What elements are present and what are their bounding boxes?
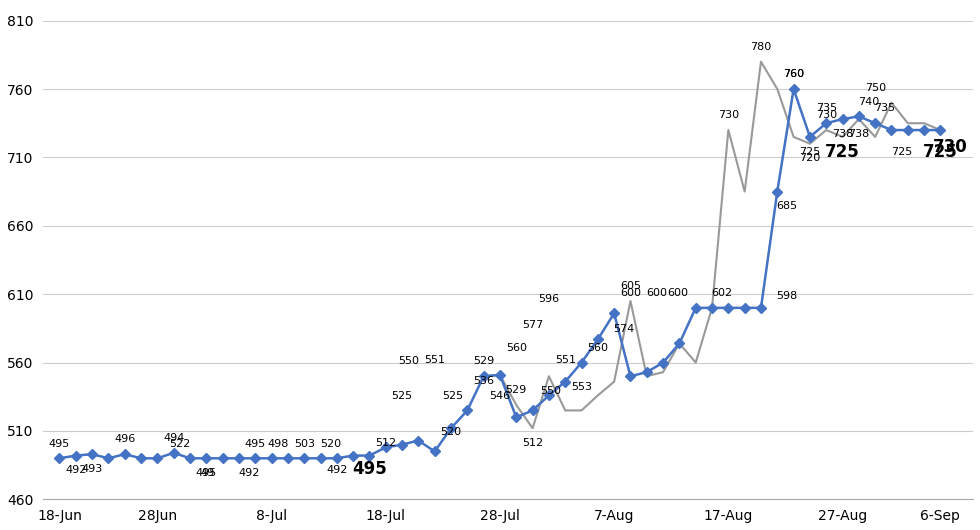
Text: 600: 600 xyxy=(620,288,641,298)
Text: 494: 494 xyxy=(163,433,184,443)
Text: 574: 574 xyxy=(613,324,635,334)
Text: 536: 536 xyxy=(473,376,494,386)
Text: 525: 525 xyxy=(442,391,464,401)
Text: 600: 600 xyxy=(646,288,667,298)
Text: 738: 738 xyxy=(849,129,869,139)
Text: 598: 598 xyxy=(776,291,798,301)
Text: 602: 602 xyxy=(711,288,732,298)
Text: 492: 492 xyxy=(326,465,348,475)
Text: 496: 496 xyxy=(114,435,135,445)
Text: 520: 520 xyxy=(319,438,341,448)
Text: 512: 512 xyxy=(522,438,543,448)
Text: 551: 551 xyxy=(424,355,445,365)
Text: 738: 738 xyxy=(832,129,854,139)
Text: 498: 498 xyxy=(268,438,289,448)
Text: 735: 735 xyxy=(874,103,896,113)
Text: 730: 730 xyxy=(815,110,837,120)
Text: 577: 577 xyxy=(522,320,543,330)
Text: 551: 551 xyxy=(555,355,575,365)
Text: 596: 596 xyxy=(538,294,560,304)
Text: 735: 735 xyxy=(815,103,837,113)
Text: 730: 730 xyxy=(717,110,739,120)
Text: 546: 546 xyxy=(489,392,511,402)
Text: 685: 685 xyxy=(776,201,798,211)
Text: 760: 760 xyxy=(783,69,805,80)
Text: 512: 512 xyxy=(375,438,396,448)
Text: 560: 560 xyxy=(506,343,527,353)
Text: 492: 492 xyxy=(238,468,260,478)
Text: 550: 550 xyxy=(540,386,561,396)
Text: 49: 49 xyxy=(201,468,215,478)
Text: 730: 730 xyxy=(933,138,967,156)
Text: 780: 780 xyxy=(751,42,771,52)
Text: 525: 525 xyxy=(391,391,413,401)
Text: 493: 493 xyxy=(81,464,103,474)
Text: 495: 495 xyxy=(49,438,71,448)
Text: 529: 529 xyxy=(506,385,527,395)
Text: 503: 503 xyxy=(294,438,315,448)
Text: 760: 760 xyxy=(783,69,805,80)
Text: 560: 560 xyxy=(587,343,609,353)
Text: 725: 725 xyxy=(923,143,957,161)
Text: 750: 750 xyxy=(864,83,886,93)
Text: 550: 550 xyxy=(398,357,419,366)
Text: 720: 720 xyxy=(800,154,820,163)
Text: 740: 740 xyxy=(858,96,879,107)
Text: 725: 725 xyxy=(825,143,859,161)
Text: 605: 605 xyxy=(620,281,641,292)
Text: 725: 725 xyxy=(891,147,912,157)
Text: 492: 492 xyxy=(65,465,86,475)
Text: 522: 522 xyxy=(170,438,191,448)
Text: 520: 520 xyxy=(440,427,462,437)
Text: 553: 553 xyxy=(571,382,592,392)
Text: 495: 495 xyxy=(196,468,217,478)
Text: 725: 725 xyxy=(800,147,820,157)
Text: 495: 495 xyxy=(245,438,266,448)
Text: 600: 600 xyxy=(667,288,688,298)
Text: 495: 495 xyxy=(352,460,387,478)
Text: 529: 529 xyxy=(473,357,494,366)
